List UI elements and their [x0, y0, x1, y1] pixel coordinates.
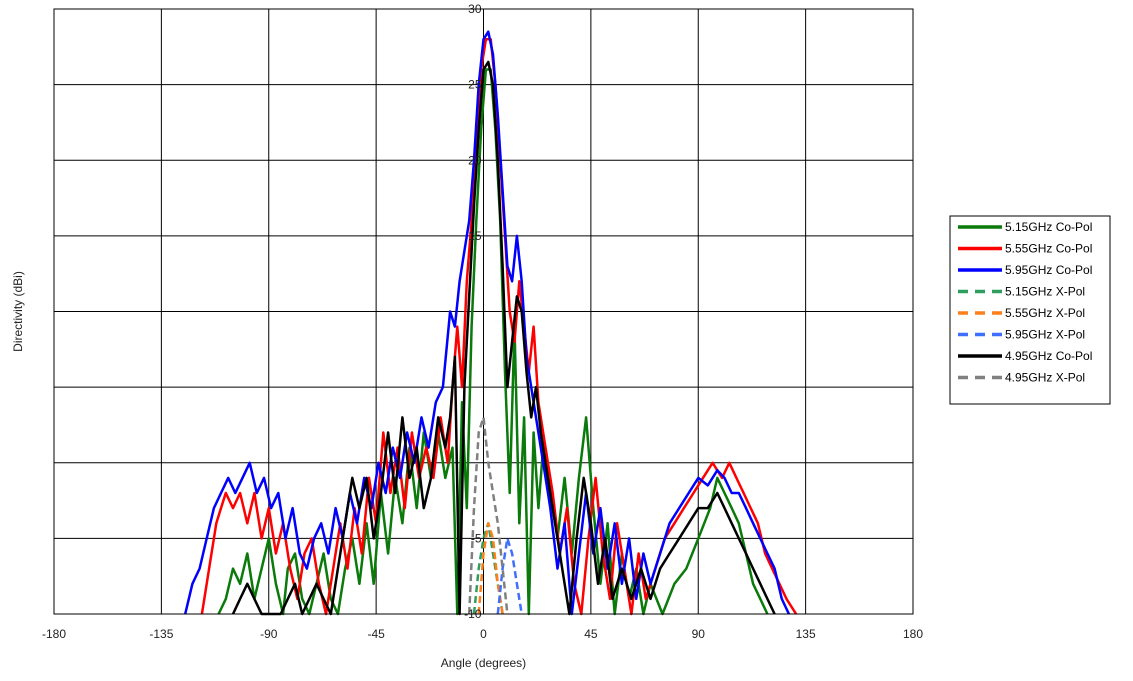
legend-label-5: 5.95GHz X-Pol	[1005, 328, 1085, 342]
x-axis-label: Angle (degrees)	[441, 656, 526, 670]
x-tick-label: -90	[260, 627, 278, 641]
legend-label-0: 5.15GHz Co-Pol	[1005, 220, 1092, 234]
legend-label-7: 4.95GHz X-Pol	[1005, 371, 1085, 385]
legend: 5.15GHz Co-Pol 5.55GHz Co-Pol 5.95GHz Co-P…	[949, 215, 1111, 405]
x-tick-label: 0	[480, 627, 487, 641]
legend-label-2: 5.95GHz Co-Pol	[1005, 263, 1092, 277]
legend-label-6: 4.95GHz Co-Pol	[1005, 349, 1092, 363]
series-line-4	[477, 522, 504, 615]
series-line-2	[183, 30, 791, 616]
y-tick-label: 15	[468, 229, 482, 243]
y-tick-label: 20	[468, 153, 482, 167]
series-line-5	[496, 537, 523, 615]
x-tick-label: 45	[584, 627, 598, 641]
y-tick-label: 25	[468, 78, 482, 92]
x-tick-labels: -180 -135 -90 -45 0 45 90 135 180	[42, 627, 923, 641]
x-tick-label: 135	[796, 627, 816, 641]
legend-label-1: 5.55GHz Co-Pol	[1005, 242, 1092, 256]
legend-label-4: 5.55GHz X-Pol	[1005, 306, 1085, 320]
series-line-6	[231, 60, 776, 616]
x-tick-label: -45	[367, 627, 385, 641]
plot-frame	[53, 8, 914, 615]
y-tick-label: -5	[471, 531, 482, 545]
legend-label-3: 5.15GHz X-Pol	[1005, 285, 1085, 299]
series-line-7	[467, 416, 509, 615]
series-layer	[183, 30, 798, 616]
x-tick-label: 180	[903, 627, 923, 641]
x-tick-label: -135	[149, 627, 173, 641]
y-axis-label: Directivity (dBi)	[11, 271, 25, 352]
x-tick-label: -180	[42, 627, 66, 641]
x-tick-label: 90	[692, 627, 706, 641]
series-line-0	[217, 68, 769, 616]
